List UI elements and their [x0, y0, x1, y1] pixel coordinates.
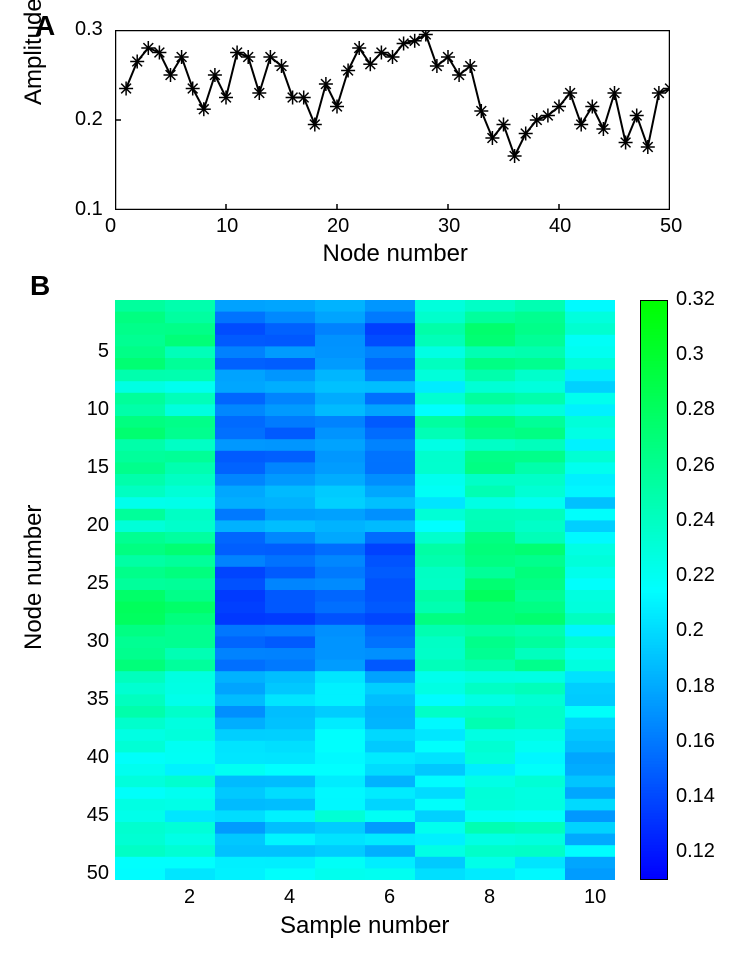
- panel-b-label: B: [30, 270, 50, 302]
- panel-b-xtick: 10: [584, 886, 606, 909]
- colorbar-tick: 0.28: [676, 398, 715, 421]
- marker: [619, 136, 633, 150]
- marker: [208, 68, 222, 82]
- panel-b-ytick: 25: [81, 572, 109, 595]
- marker: [319, 77, 333, 91]
- panel-b-ytick: 10: [81, 398, 109, 421]
- colorbar: [640, 300, 668, 880]
- colorbar-tick: 0.16: [676, 730, 715, 753]
- panel-b-ytick: 45: [81, 804, 109, 827]
- panel-a-xtick: 20: [327, 215, 349, 238]
- panel-b-ytick: 30: [81, 630, 109, 653]
- marker: [352, 41, 366, 55]
- panel-a-ytick: 0.2: [75, 108, 103, 131]
- panel-b-ylabel: Node number: [20, 505, 48, 650]
- marker: [197, 102, 211, 116]
- panel-b-ytick: 40: [81, 746, 109, 769]
- marker: [363, 57, 377, 71]
- marker: [252, 86, 266, 100]
- panel-a-ytick: 0.3: [75, 18, 103, 41]
- colorbar-tick: 0.26: [676, 454, 715, 477]
- panel-a-xtick: 30: [438, 215, 460, 238]
- colorbar-tick: 0.32: [676, 288, 715, 311]
- marker: [341, 64, 355, 78]
- panel-b-xtick: 4: [284, 886, 295, 909]
- marker: [608, 86, 622, 100]
- marker: [585, 100, 599, 114]
- panel-a-ylabel: Amplitude: [20, 0, 48, 105]
- panel-b-ytick: 35: [81, 688, 109, 711]
- marker: [119, 82, 133, 96]
- marker: [308, 118, 322, 132]
- panel-a-xtick: 10: [216, 215, 238, 238]
- marker: [297, 91, 311, 105]
- marker: [508, 149, 522, 163]
- panel-b-xtick: 8: [484, 886, 495, 909]
- marker: [408, 34, 422, 48]
- marker: [485, 131, 499, 145]
- colorbar-tick: 0.2: [676, 619, 704, 642]
- marker: [419, 30, 433, 42]
- marker: [263, 50, 277, 64]
- marker: [452, 68, 466, 82]
- panel-b-ytick: 5: [81, 340, 109, 363]
- panel-b-ytick: 20: [81, 514, 109, 537]
- marker: [497, 118, 511, 132]
- marker: [219, 91, 233, 105]
- panel-a-chart: [115, 30, 670, 210]
- panel-a-ytick: 0.1: [75, 198, 103, 221]
- marker: [330, 100, 344, 114]
- marker: [164, 68, 178, 82]
- panel-a-xtick: 50: [660, 215, 682, 238]
- marker: [641, 140, 655, 154]
- marker: [186, 82, 200, 96]
- panel-b-xtick: 6: [384, 886, 395, 909]
- panel-a-xtick: 40: [549, 215, 571, 238]
- marker: [574, 118, 588, 132]
- colorbar-tick: 0.14: [676, 785, 715, 808]
- marker: [630, 109, 644, 123]
- colorbar-tick: 0.12: [676, 840, 715, 863]
- marker: [463, 59, 477, 73]
- colorbar-tick: 0.22: [676, 564, 715, 587]
- panel-b-xlabel: Sample number: [280, 912, 449, 940]
- panel-b-ytick: 15: [81, 456, 109, 479]
- colorbar-tick: 0.3: [676, 343, 704, 366]
- marker: [175, 50, 189, 64]
- panel-b-xtick: 2: [184, 886, 195, 909]
- marker: [596, 122, 610, 136]
- marker: [130, 55, 144, 69]
- panel-a-xtick: 0: [105, 215, 116, 238]
- marker: [474, 104, 488, 118]
- colorbar-tick: 0.18: [676, 675, 715, 698]
- panel-b-ytick: 50: [81, 862, 109, 885]
- panel-b-heatmap: [115, 300, 615, 880]
- panel-a-xlabel: Node number: [323, 240, 468, 268]
- colorbar-tick: 0.24: [676, 509, 715, 532]
